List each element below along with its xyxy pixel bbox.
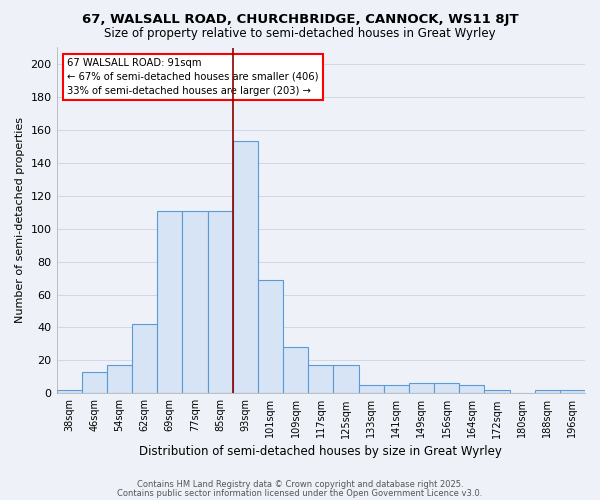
Bar	[434, 384, 459, 394]
Bar	[132, 324, 157, 394]
Bar	[484, 390, 509, 394]
Bar	[82, 372, 107, 394]
Bar	[383, 385, 409, 394]
Bar	[258, 280, 283, 394]
Bar	[208, 210, 233, 394]
Text: 67 WALSALL ROAD: 91sqm
← 67% of semi-detached houses are smaller (406)
33% of se: 67 WALSALL ROAD: 91sqm ← 67% of semi-det…	[67, 58, 319, 96]
X-axis label: Distribution of semi-detached houses by size in Great Wyrley: Distribution of semi-detached houses by …	[139, 444, 502, 458]
Bar	[233, 142, 258, 394]
Text: Contains HM Land Registry data © Crown copyright and database right 2025.: Contains HM Land Registry data © Crown c…	[137, 480, 463, 489]
Y-axis label: Number of semi-detached properties: Number of semi-detached properties	[15, 118, 25, 324]
Bar	[182, 210, 208, 394]
Bar	[107, 366, 132, 394]
Bar	[334, 366, 359, 394]
Bar	[283, 347, 308, 394]
Bar	[308, 366, 334, 394]
Bar	[56, 390, 82, 394]
Bar	[459, 385, 484, 394]
Text: Size of property relative to semi-detached houses in Great Wyrley: Size of property relative to semi-detach…	[104, 28, 496, 40]
Text: Contains public sector information licensed under the Open Government Licence v3: Contains public sector information licen…	[118, 488, 482, 498]
Bar	[560, 390, 585, 394]
Bar	[359, 385, 383, 394]
Bar	[157, 210, 182, 394]
Bar	[409, 384, 434, 394]
Bar	[535, 390, 560, 394]
Text: 67, WALSALL ROAD, CHURCHBRIDGE, CANNOCK, WS11 8JT: 67, WALSALL ROAD, CHURCHBRIDGE, CANNOCK,…	[82, 12, 518, 26]
